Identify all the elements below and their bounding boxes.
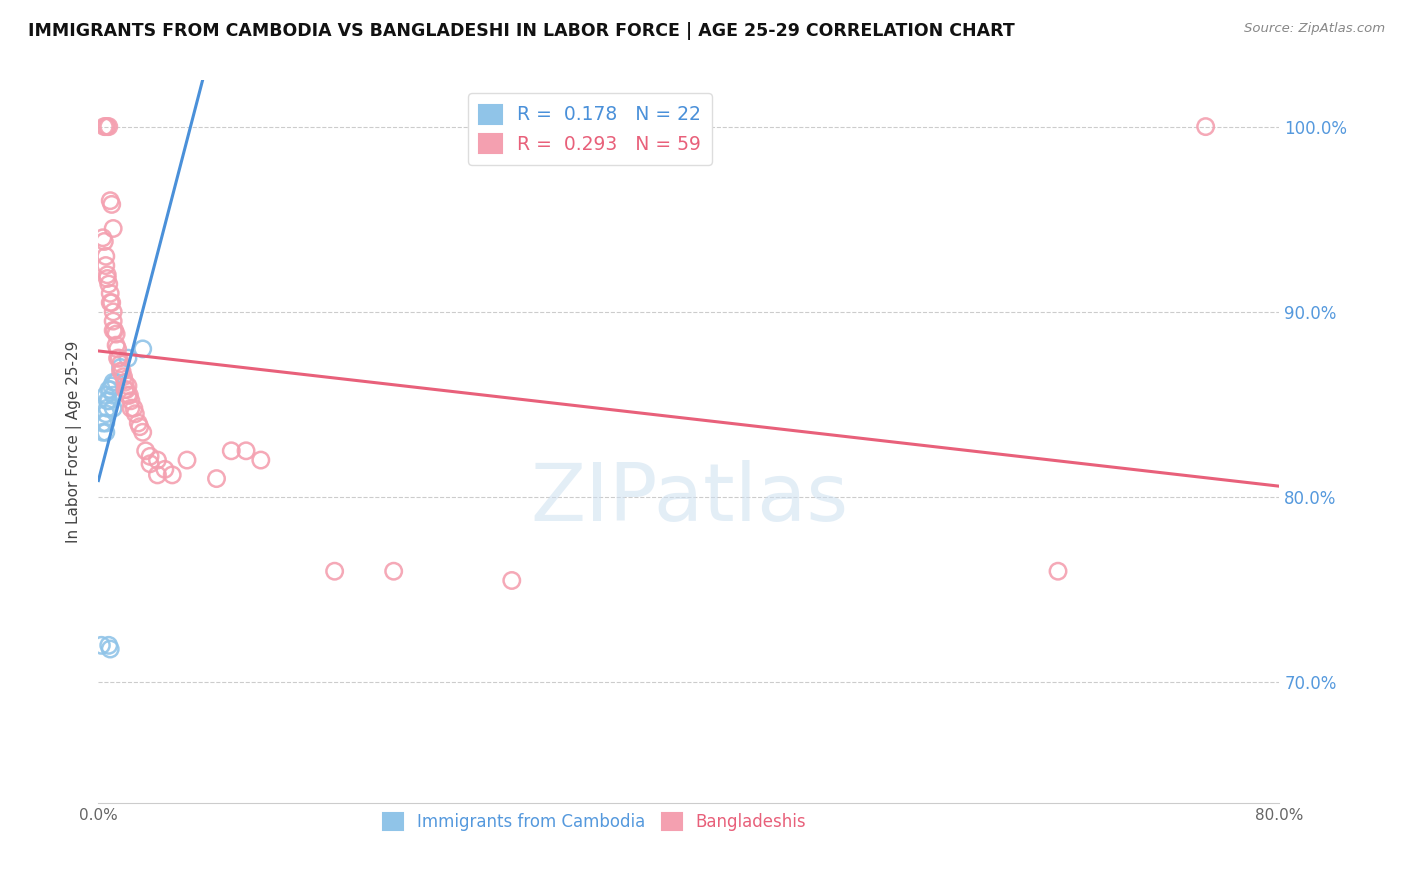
Point	[132, 425, 155, 440]
Point	[97, 638, 120, 652]
Point	[93, 120, 115, 134]
Point	[501, 574, 523, 588]
Point	[94, 259, 117, 273]
Point	[94, 407, 117, 421]
Point	[98, 295, 121, 310]
Point	[139, 450, 162, 464]
Point	[100, 295, 122, 310]
Point	[139, 457, 162, 471]
Y-axis label: In Labor Force | Age 25-29: In Labor Force | Age 25-29	[66, 341, 83, 542]
Point	[124, 407, 146, 421]
Point	[96, 393, 118, 408]
Point	[122, 401, 145, 416]
Point	[120, 401, 142, 416]
Point	[91, 425, 114, 440]
Point	[110, 357, 132, 371]
Point	[221, 443, 243, 458]
Point	[110, 360, 132, 375]
Point	[250, 453, 273, 467]
Text: ZIPatlas: ZIPatlas	[530, 460, 848, 539]
Point	[114, 383, 136, 397]
Text: Source: ZipAtlas.com: Source: ZipAtlas.com	[1244, 22, 1385, 36]
Point	[96, 268, 118, 282]
Point	[323, 564, 346, 578]
Point	[110, 364, 132, 378]
Point	[105, 327, 128, 342]
Point	[94, 388, 117, 402]
Point	[146, 467, 169, 482]
Point	[127, 416, 149, 430]
Point	[98, 642, 121, 657]
Point	[112, 369, 135, 384]
Point	[146, 453, 169, 467]
Point	[176, 453, 198, 467]
Point	[103, 388, 125, 402]
Legend: Immigrants from Cambodia, Bangladeshis: Immigrants from Cambodia, Bangladeshis	[377, 806, 813, 838]
Point	[117, 351, 139, 366]
Point	[103, 305, 125, 319]
Point	[103, 376, 125, 390]
Point	[94, 249, 117, 263]
Point	[382, 564, 405, 578]
Point	[96, 120, 118, 134]
Point	[115, 383, 138, 397]
Point	[97, 393, 120, 408]
Point	[132, 342, 155, 356]
Point	[98, 383, 121, 397]
Point	[90, 638, 112, 652]
Point	[205, 472, 228, 486]
Point	[97, 120, 120, 134]
Point	[153, 462, 176, 476]
Point	[104, 323, 127, 337]
Point	[107, 342, 129, 356]
Point	[1195, 120, 1218, 134]
Point	[235, 443, 257, 458]
Point	[114, 376, 136, 390]
Point	[105, 338, 128, 352]
Point	[107, 351, 129, 366]
Point	[135, 443, 157, 458]
Point	[105, 376, 128, 390]
Point	[94, 425, 117, 440]
Point	[118, 388, 141, 402]
Point	[120, 393, 142, 408]
Point	[100, 197, 122, 211]
Point	[91, 416, 114, 430]
Point	[128, 419, 150, 434]
Point	[103, 221, 125, 235]
Point	[111, 364, 134, 378]
Point	[98, 194, 121, 208]
Point	[97, 277, 120, 291]
Point	[103, 314, 125, 328]
Point	[94, 120, 117, 134]
Point	[117, 388, 139, 402]
Point	[91, 231, 114, 245]
Point	[1046, 564, 1070, 578]
Point	[100, 379, 122, 393]
Point	[103, 323, 125, 337]
Point	[96, 271, 118, 285]
Text: IMMIGRANTS FROM CAMBODIA VS BANGLADESHI IN LABOR FORCE | AGE 25-29 CORRELATION C: IMMIGRANTS FROM CAMBODIA VS BANGLADESHI …	[28, 22, 1015, 40]
Point	[93, 235, 115, 249]
Point	[103, 401, 125, 416]
Point	[97, 383, 120, 397]
Point	[108, 351, 131, 366]
Point	[94, 416, 117, 430]
Point	[96, 401, 118, 416]
Point	[117, 379, 139, 393]
Point	[98, 286, 121, 301]
Point	[162, 467, 183, 482]
